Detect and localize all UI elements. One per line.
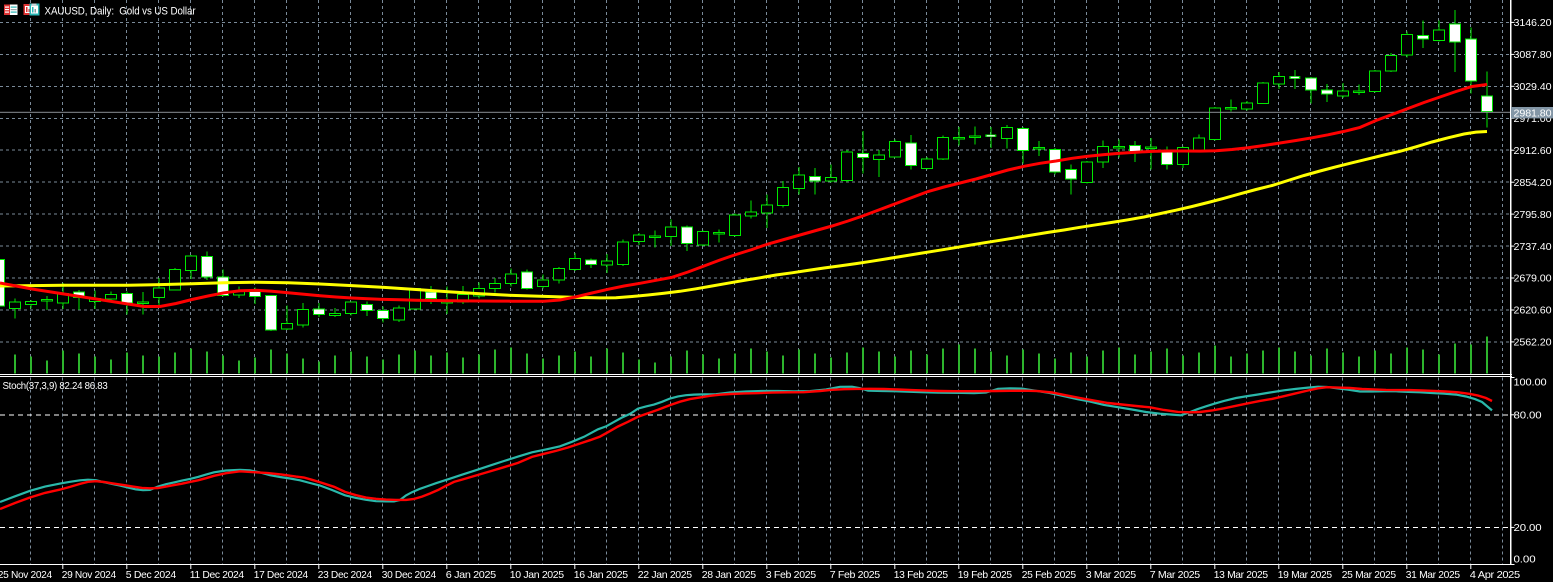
svg-text:7 Feb 2025: 7 Feb 2025	[830, 569, 880, 581]
svg-text:13 Mar 2025: 13 Mar 2025	[1214, 569, 1268, 581]
svg-text:16 Jan 2025: 16 Jan 2025	[574, 569, 629, 581]
svg-text:25 Mar 2025: 25 Mar 2025	[1342, 569, 1396, 581]
svg-text:3087.80: 3087.80	[1514, 49, 1552, 61]
svg-text:2620.60: 2620.60	[1514, 305, 1552, 317]
svg-text:6 Jan 2025: 6 Jan 2025	[446, 569, 497, 581]
svg-text:30 Dec 2024: 30 Dec 2024	[382, 569, 436, 581]
svg-text:2562.20: 2562.20	[1514, 337, 1552, 349]
svg-text:2679.00: 2679.00	[1514, 273, 1552, 285]
svg-text:Stoch(37,3,9) 82.24 86.83: Stoch(37,3,9) 82.24 86.83	[3, 380, 108, 392]
svg-text:29 Nov 2024: 29 Nov 2024	[62, 569, 116, 581]
svg-text:2795.80: 2795.80	[1514, 209, 1552, 221]
svg-text:5 Dec 2024: 5 Dec 2024	[126, 569, 176, 581]
svg-text:80.00: 80.00	[1514, 410, 1542, 422]
svg-text:XAUUSD, Daily: Gold vs US Dol: XAUUSD, Daily: Gold vs US Dollar	[45, 6, 196, 18]
svg-text:17 Dec 2024: 17 Dec 2024	[254, 569, 308, 581]
svg-text:2737.40: 2737.40	[1514, 241, 1552, 253]
svg-text:22 Jan 2025: 22 Jan 2025	[638, 569, 693, 581]
svg-text:13 Feb 2025: 13 Feb 2025	[894, 569, 948, 581]
svg-text:3 Mar 2025: 3 Mar 2025	[1086, 569, 1137, 581]
svg-text:3029.40: 3029.40	[1514, 81, 1552, 93]
svg-text:11 Dec 2024: 11 Dec 2024	[190, 569, 244, 581]
svg-text:25 Nov 2024: 25 Nov 2024	[0, 569, 52, 581]
svg-text:3 Feb 2025: 3 Feb 2025	[766, 569, 816, 581]
svg-text:23 Dec 2024: 23 Dec 2024	[318, 569, 372, 581]
svg-text:2912.60: 2912.60	[1514, 145, 1552, 157]
svg-text:28 Jan 2025: 28 Jan 2025	[702, 569, 757, 581]
svg-text:0.00: 0.00	[1514, 553, 1536, 565]
svg-text:7 Mar 2025: 7 Mar 2025	[1150, 569, 1201, 581]
svg-text:20.00: 20.00	[1514, 522, 1542, 534]
svg-text:10 Jan 2025: 10 Jan 2025	[510, 569, 565, 581]
svg-text:2981.80: 2981.80	[1514, 108, 1552, 120]
svg-text:100.00: 100.00	[1514, 377, 1547, 389]
svg-text:3146.20: 3146.20	[1514, 17, 1552, 29]
svg-text:25 Feb 2025: 25 Feb 2025	[1022, 569, 1076, 581]
svg-text:19 Mar 2025: 19 Mar 2025	[1278, 569, 1332, 581]
svg-text:4 Apr 2025: 4 Apr 2025	[1470, 569, 1521, 581]
svg-text:2854.20: 2854.20	[1514, 177, 1552, 189]
svg-text:19 Feb 2025: 19 Feb 2025	[958, 569, 1012, 581]
svg-text:31 Mar 2025: 31 Mar 2025	[1406, 569, 1460, 581]
